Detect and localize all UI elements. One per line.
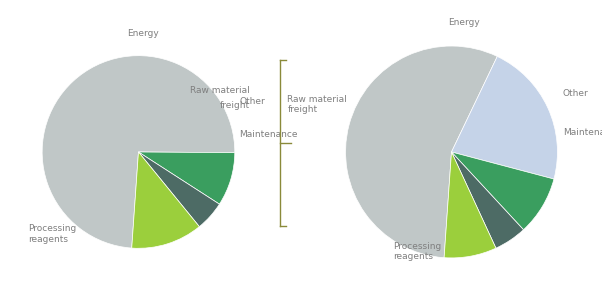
Wedge shape [452,152,524,248]
Text: Processing
reagents: Processing reagents [393,242,441,261]
Wedge shape [452,152,554,230]
Text: Energy: Energy [448,18,480,27]
Wedge shape [346,46,497,258]
Text: Raw material
freight: Raw material freight [287,94,347,114]
Text: freight: freight [220,101,250,110]
Wedge shape [138,152,235,204]
Text: Processing
reagents: Processing reagents [28,224,76,244]
Text: Maintenance: Maintenance [240,130,298,139]
Wedge shape [138,152,219,226]
Text: Other: Other [563,89,589,98]
Wedge shape [452,56,557,179]
Text: Energy: Energy [128,29,159,38]
Wedge shape [132,152,199,248]
Wedge shape [444,152,496,258]
Wedge shape [42,56,235,248]
Text: Raw material: Raw material [190,86,250,95]
Text: Other: Other [240,97,265,106]
Text: Maintenance: Maintenance [563,128,602,137]
